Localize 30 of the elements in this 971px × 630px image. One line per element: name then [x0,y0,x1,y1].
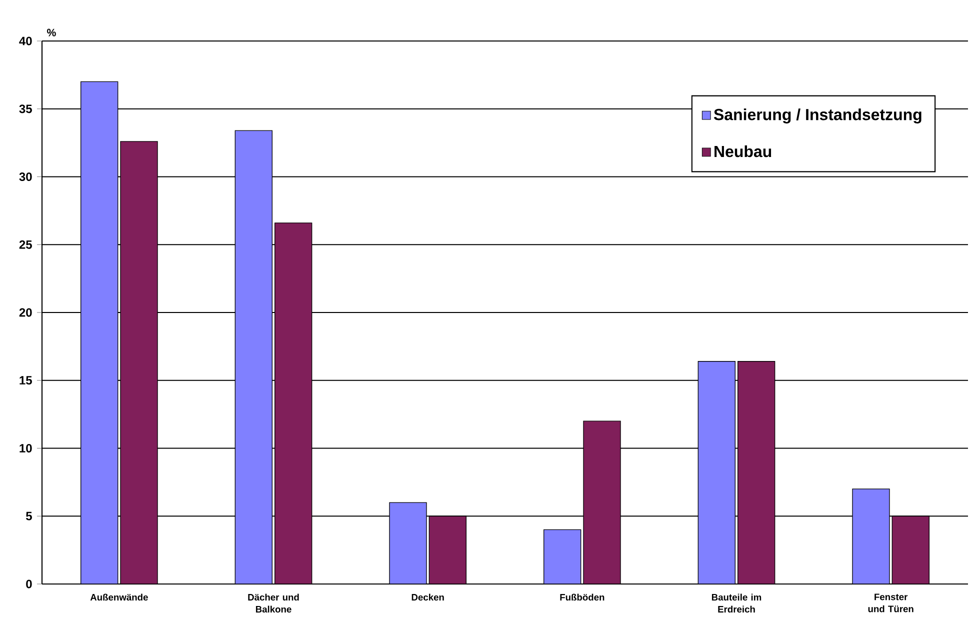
y-tick-label: 0 [26,580,32,588]
bar [892,516,930,584]
legend-label: Sanierung / Instandsetzung [714,108,922,124]
bar [389,502,427,584]
y-tick-label: 10 [20,444,32,452]
y-tick-label: 25 [19,240,32,249]
x-tick-label: Decken [412,594,444,601]
bar [428,516,467,584]
bar [852,488,890,584]
bar [737,361,776,584]
bar [698,361,736,584]
y-tick-label: 35 [19,104,32,114]
bar [80,81,118,584]
x-tick-label: Außenwände [90,594,148,601]
bar [120,141,158,584]
bar [583,420,621,584]
bar [543,529,582,584]
y-axis-title: % [46,28,56,36]
x-tick-label: Bauteile im Erdreich [712,594,762,613]
x-tick-label: Dächer und Balkone [248,594,299,613]
y-tick-label: 40 [19,36,32,46]
bar [274,222,312,584]
legend-label: Neubau [714,145,772,158]
y-tick-label: 20 [19,308,32,317]
y-tick-label: 30 [19,172,32,181]
y-tick-label: 15 [20,376,32,385]
x-tick-label: Fenster und Türen [868,594,914,612]
bar [234,130,273,584]
y-tick-label: 5 [26,512,32,520]
x-tick-label: Fußböden [560,594,604,601]
